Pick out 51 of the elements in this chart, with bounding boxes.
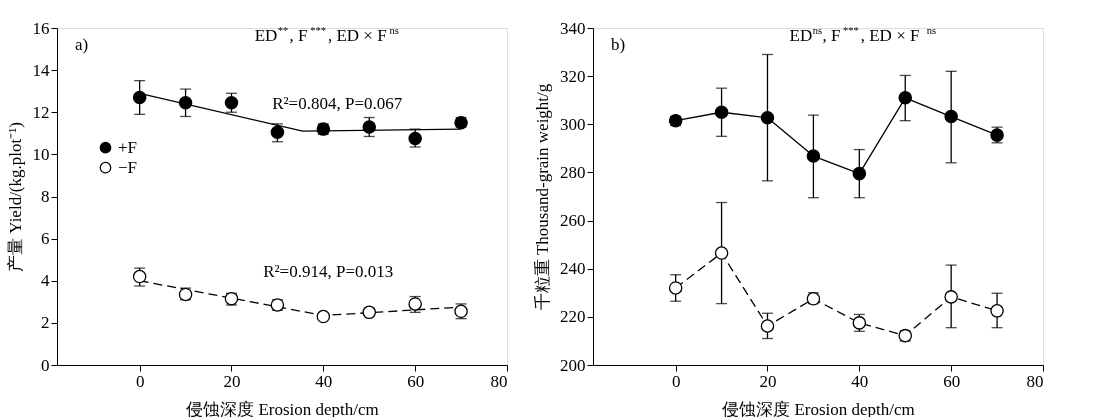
x-tick-label: 80 (490, 371, 508, 391)
point (898, 91, 913, 105)
point (944, 290, 958, 304)
x-tick-label: 40 (315, 371, 333, 391)
y-tick-label: 240 (560, 259, 586, 279)
y-tick-label: 16 (32, 18, 50, 38)
x-tick-label: 60 (943, 371, 961, 391)
point (806, 149, 821, 163)
y-tick-label: 12 (32, 102, 50, 122)
legend-label: +F (118, 137, 138, 157)
point (362, 120, 377, 134)
y-tick-label: 260 (560, 211, 586, 231)
y-tick-label: 280 (560, 162, 586, 182)
point (760, 111, 775, 125)
point (944, 109, 958, 124)
x-tick-label: 40 (851, 371, 869, 391)
y-tick-label: 0 (41, 355, 50, 375)
point (760, 319, 775, 333)
y-tick-label: 340 (560, 18, 586, 38)
point (714, 105, 729, 120)
point (132, 90, 147, 105)
annotation: R²=0.914, P=0.013 (263, 262, 394, 282)
y-tick-label: 220 (560, 307, 586, 327)
point (316, 309, 331, 324)
x-tick-label: 0 (135, 371, 145, 391)
annotation: a) (75, 35, 89, 54)
y-axis-title: 千粒重 Thousand-grain weight/g (533, 83, 552, 311)
point (178, 96, 193, 110)
y-tick-label: 10 (32, 144, 50, 164)
point (224, 96, 239, 110)
y-tick-label: 6 (41, 229, 50, 249)
y-tick-label: 300 (560, 114, 586, 134)
y-tick-label: 2 (41, 313, 50, 333)
annotation: R²=0.804, P=0.067 (272, 93, 403, 113)
point (852, 166, 867, 181)
y-tick-label: 200 (560, 355, 586, 375)
y-tick-label: 320 (560, 66, 586, 86)
point (714, 246, 729, 260)
y-tick-label: 8 (41, 187, 50, 206)
x-tick-label: 0 (671, 371, 681, 391)
x-tick-label: 20 (759, 371, 777, 391)
y-tick-label: 4 (41, 271, 50, 291)
point (668, 281, 683, 295)
y-tick-label: 14 (32, 60, 50, 80)
x-tick-label: 60 (407, 371, 425, 391)
x-tick-label: 20 (223, 371, 241, 391)
annotation: b) (611, 35, 626, 54)
y-axis-title: 产量 Yield/(kg.plot⁻¹) (5, 122, 25, 272)
legend-label: −F (118, 157, 138, 177)
x-tick-label: 80 (1026, 371, 1044, 391)
point (990, 304, 1004, 318)
